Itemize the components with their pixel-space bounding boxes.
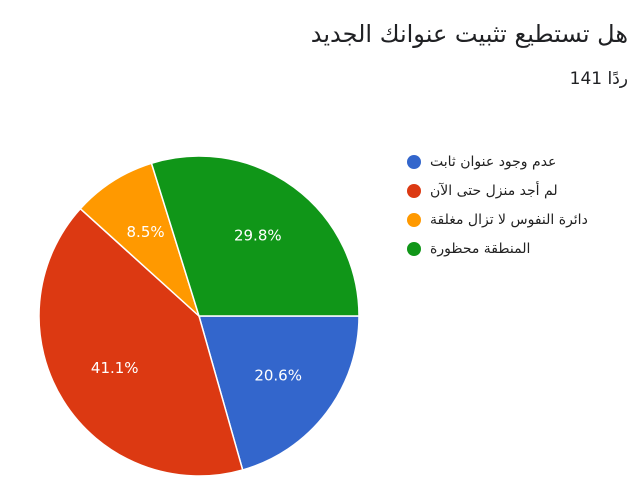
- legend-marker: [407, 155, 421, 169]
- slice-label: 20.6%: [254, 366, 302, 384]
- pie-slice: [38, 207, 244, 477]
- legend-marker: [407, 213, 421, 227]
- pie-slice: [150, 155, 360, 317]
- slice-label: 8.5%: [127, 223, 165, 241]
- pie-slice: [198, 315, 360, 471]
- slice-label: 29.8%: [234, 227, 282, 245]
- legend-label: المنطقة محظورة: [430, 241, 530, 257]
- pie-slice: [79, 162, 201, 319]
- legend-label: عدم وجود عنوان ثابت: [430, 154, 556, 170]
- legend-label: لم أجد منزل حتى الآن: [430, 181, 558, 199]
- legend-label: دائرة النفوس لا تزال مغلقة: [430, 212, 588, 228]
- legend-marker: [407, 242, 421, 256]
- legend-marker: [407, 184, 421, 198]
- slice-label: 41.1%: [91, 359, 139, 377]
- response-count: 141 ردًا: [570, 69, 628, 89]
- chart-title: هل تستطيع تثبيت عنوانك الجديد: [311, 20, 628, 48]
